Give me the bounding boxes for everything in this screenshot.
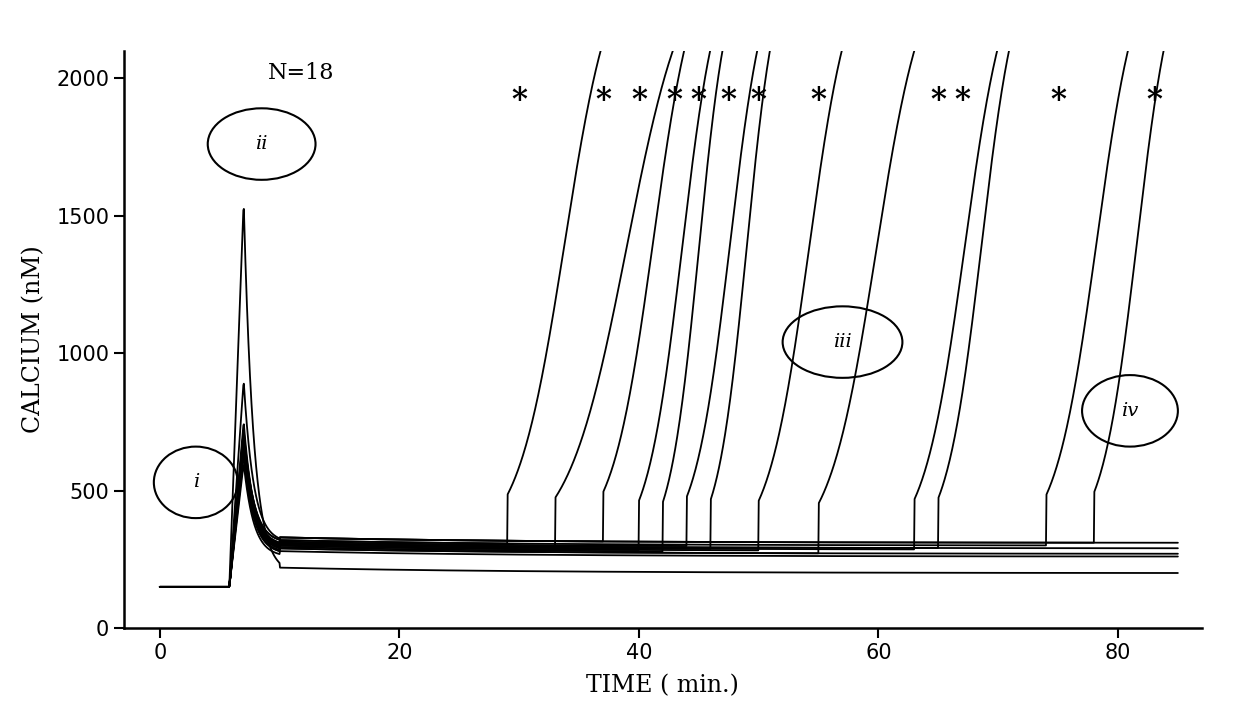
Text: *: * [930, 84, 947, 116]
Text: *: * [721, 84, 737, 116]
Text: *: * [751, 84, 767, 116]
Text: *: * [631, 84, 647, 116]
Text: *: * [954, 84, 970, 116]
X-axis label: TIME ( min.): TIME ( min.) [586, 674, 740, 697]
Text: N=18: N=18 [268, 61, 335, 84]
Text: *: * [810, 84, 826, 116]
Text: *: * [595, 84, 611, 116]
Text: *: * [1146, 84, 1162, 116]
Text: *: * [667, 84, 683, 116]
Text: *: * [1051, 84, 1066, 116]
Text: iv: iv [1121, 402, 1139, 420]
Text: i: i [192, 474, 199, 492]
Text: iii: iii [833, 333, 852, 351]
Text: ii: ii [255, 135, 268, 153]
Text: *: * [512, 84, 527, 116]
Y-axis label: CALCIUM (nM): CALCIUM (nM) [22, 245, 45, 433]
Text: *: * [691, 84, 706, 116]
